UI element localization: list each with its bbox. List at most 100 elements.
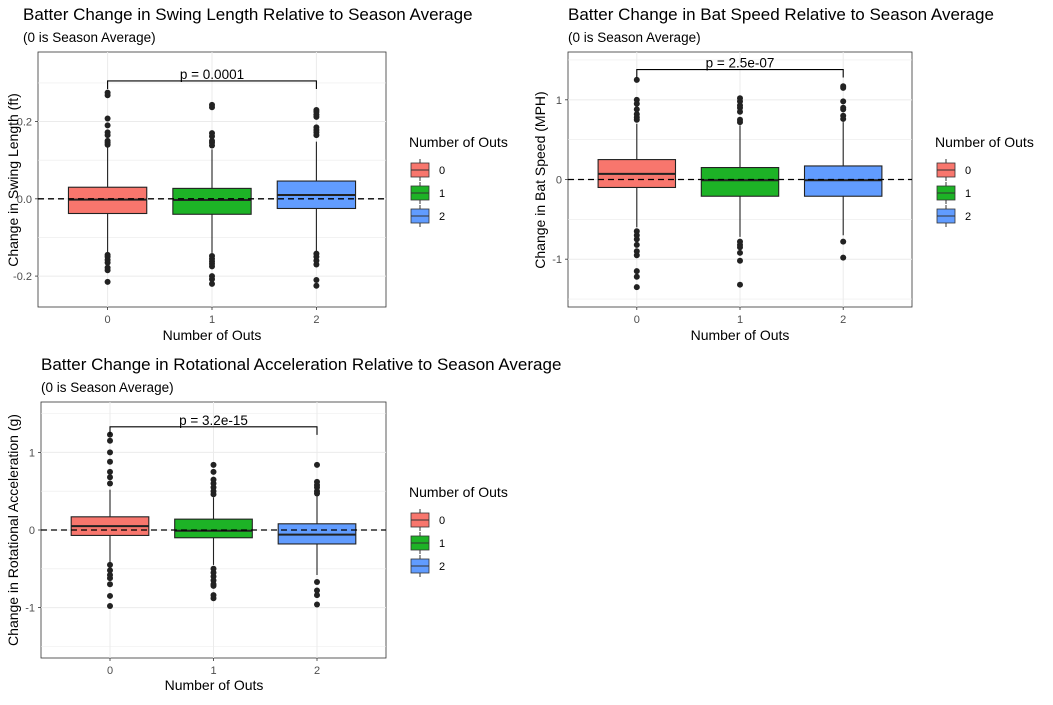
grid-layer	[41, 402, 386, 658]
legend-item-1: 1	[936, 182, 971, 204]
outlier-point	[313, 282, 320, 289]
x-tick-label: 1	[210, 665, 216, 677]
outlier-point	[104, 278, 111, 285]
outlier-point	[104, 122, 111, 129]
y-tick-label: 0.2	[17, 117, 32, 129]
outlier-point	[737, 281, 743, 288]
legend-item-2: 2	[936, 205, 971, 227]
outlier-point	[107, 567, 113, 574]
outlier-point	[314, 601, 320, 608]
legend-title: Number of Outs	[409, 484, 508, 500]
outlier-point	[840, 84, 847, 91]
x-axis-title: Number of Outs	[165, 677, 264, 693]
outlier-point	[633, 100, 640, 107]
y-tick-label: 0.0	[17, 194, 32, 206]
legend-label: 0	[439, 515, 445, 527]
outlier-point	[633, 284, 640, 291]
outlier-point	[633, 236, 640, 243]
rotational-acceleration-panel: Batter Change in Rotational Acceleration…	[5, 355, 561, 693]
y-axis-title: Change in Bat Speed (MPH)	[532, 91, 548, 268]
x-tick-label: 0	[107, 665, 113, 677]
outlier-point	[737, 119, 743, 126]
chart-title: Batter Change in Rotational Acceleration…	[41, 355, 561, 374]
outlier-point	[633, 116, 640, 123]
outlier-point	[104, 141, 111, 148]
outlier-point	[314, 461, 320, 468]
legend-label: 1	[965, 188, 971, 200]
marks-layer: p = 2.5e-07	[568, 56, 912, 291]
outlier-point	[104, 267, 111, 274]
bat-speed-panel: Batter Change in Bat Speed Relative to S…	[532, 5, 1034, 343]
outlier-point	[633, 76, 640, 83]
box-1	[700, 166, 780, 197]
outlier-point	[107, 437, 113, 444]
legend-item-1: 1	[410, 532, 445, 554]
outlier-point	[210, 595, 217, 602]
chart-title: Batter Change in Swing Length Relative t…	[23, 5, 473, 24]
legend-label: 2	[439, 211, 445, 223]
x-tick-label: 1	[737, 314, 743, 326]
outlier-point	[107, 458, 113, 465]
comparison-bracket	[107, 80, 317, 89]
y-tick-label: -1	[552, 254, 562, 266]
legend: Number of Outs 0 1 2	[409, 484, 508, 577]
outlier-point	[209, 263, 215, 270]
y-axis-title: Change in Swing Length (ft)	[5, 93, 21, 267]
chart-title: Batter Change in Bat Speed Relative to S…	[568, 5, 994, 24]
x-tick-label: 0	[634, 314, 640, 326]
outlier-point	[313, 113, 320, 120]
legend-item-2: 2	[410, 555, 445, 577]
outlier-point	[104, 92, 111, 99]
outlier-point	[313, 132, 320, 139]
outlier-point	[633, 241, 640, 248]
legend-label: 0	[965, 165, 971, 177]
outlier-point	[209, 133, 215, 140]
outlier-point	[107, 592, 113, 599]
legend-label: 2	[439, 561, 445, 573]
x-tick-label: 1	[209, 314, 215, 326]
outlier-point	[209, 142, 215, 149]
outlier-point	[107, 449, 113, 456]
marks-layer: p = 3.2e-15	[41, 413, 386, 610]
box-1	[174, 518, 253, 539]
legend: Number of Outs 0 1 2	[409, 134, 508, 227]
outlier-point	[209, 104, 215, 111]
comparison-bracket	[636, 68, 844, 78]
p-value-label: p = 3.2e-15	[179, 413, 248, 428]
outlier-point	[107, 474, 113, 481]
box-1	[172, 187, 252, 215]
legend-label: 2	[965, 211, 971, 223]
legend-label: 1	[439, 188, 445, 200]
legend-item-0: 0	[410, 509, 445, 531]
y-axis-title: Change in Rotational Acceleration (g)	[5, 414, 21, 646]
outlier-point	[840, 254, 847, 261]
outlier-point	[840, 115, 847, 122]
outlier-point	[210, 468, 217, 475]
outlier-point	[107, 575, 113, 582]
outlier-point	[313, 276, 320, 283]
outlier-point	[633, 273, 640, 280]
outlier-point	[107, 480, 113, 487]
y-tick-label: -1	[25, 603, 35, 615]
legend-label: 0	[439, 165, 445, 177]
legend-label: 1	[439, 538, 445, 550]
legend-item-0: 0	[410, 159, 445, 181]
x-tick-label: 2	[314, 665, 320, 677]
outlier-point	[314, 592, 320, 599]
outlier-point	[840, 238, 847, 245]
x-axis-title: Number of Outs	[691, 327, 790, 343]
outlier-point	[104, 259, 111, 266]
legend-item-2: 2	[410, 205, 445, 227]
outlier-point	[107, 468, 113, 475]
legend-item-0: 0	[936, 159, 971, 181]
legend-title: Number of Outs	[409, 134, 508, 150]
p-value-label: p = 2.5e-07	[706, 56, 775, 71]
outlier-point	[314, 578, 320, 585]
chart-subtitle: (0 is Season Average)	[23, 30, 156, 45]
outlier-point	[107, 581, 113, 588]
tick-layer: -1 0 1 0 1 2	[25, 447, 320, 677]
outlier-point	[313, 261, 320, 268]
outlier-point	[314, 490, 320, 497]
outlier-point	[314, 587, 320, 594]
